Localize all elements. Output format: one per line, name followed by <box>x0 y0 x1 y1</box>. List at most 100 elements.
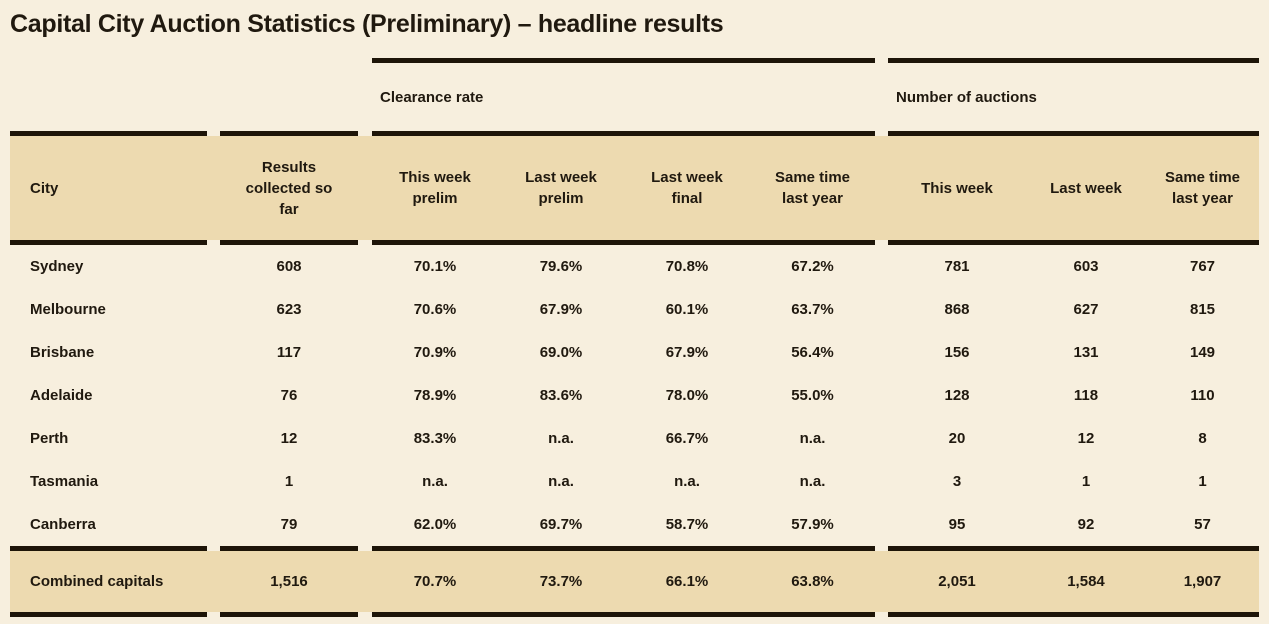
column-header-label: Last week prelim <box>525 169 597 207</box>
table-cell: n.a. <box>548 430 574 447</box>
table-cell: 623 <box>276 301 302 318</box>
table-cell: 79.6% <box>539 258 583 275</box>
table-cell: 781 <box>944 258 970 275</box>
page-title: Capital City Auction Statistics (Prelimi… <box>10 10 724 38</box>
table-cell: n.a. <box>548 473 574 490</box>
table-cell: 78.9% <box>413 387 457 404</box>
table-cell: 83.6% <box>539 387 583 404</box>
row-label-canberra: Canberra <box>30 516 96 533</box>
table-cell: 70.6% <box>413 301 457 318</box>
number-of-auctions-group-header: Number of auctions <box>896 88 1037 106</box>
table-cell: n.a. <box>674 473 700 490</box>
table-cell: 20 <box>948 430 966 447</box>
total-band <box>10 551 1259 612</box>
header-bottom-rule-results <box>220 240 358 245</box>
column-header-results-collected: Results collected so far <box>220 136 358 240</box>
table-cell: 12 <box>280 430 298 447</box>
table-cell: 608 <box>276 258 302 275</box>
column-header-label: This week <box>921 179 993 197</box>
total-bottom-rule-auctions <box>888 612 1259 617</box>
row-label-combined-capitals: Combined capitals <box>30 573 164 590</box>
row-label-melbourne: Melbourne <box>30 301 106 318</box>
table-cell: 70.1% <box>413 258 457 275</box>
table-cell: 63.7% <box>791 301 834 318</box>
table-cell: 76 <box>280 387 298 404</box>
row-label-tasmania: Tasmania <box>30 473 99 490</box>
table-cell: 118 <box>1073 387 1099 404</box>
table-cell: 57 <box>1194 516 1211 533</box>
column-header-last-week-auctions: Last week <box>1026 136 1146 240</box>
table-cell: 149 <box>1189 344 1216 361</box>
total-top-rule-results <box>220 546 358 551</box>
header-bottom-rule-clearance <box>372 240 875 245</box>
total-bottom-rule-results <box>220 612 358 617</box>
table-cell: 12 <box>1077 430 1095 447</box>
table-cell: 62.0% <box>413 516 457 533</box>
header-band <box>10 136 1259 240</box>
row-label-brisbane: Brisbane <box>30 344 95 361</box>
table-cell: 627 <box>1073 301 1099 318</box>
table-cell: 1,907 <box>1183 573 1222 590</box>
column-header-this-week-prelim: This week prelim <box>372 136 498 240</box>
table-cell: 73.7% <box>539 573 583 590</box>
table-cell: 83.3% <box>413 430 457 447</box>
table-cell: 1,584 <box>1067 573 1105 590</box>
column-header-label: Last week <box>1050 179 1122 197</box>
total-bottom-rule-clearance <box>372 612 875 617</box>
header-top-rule-clearance <box>372 131 875 136</box>
column-header-label: Same time last year <box>774 169 851 207</box>
table-cell: 57.9% <box>791 516 834 533</box>
table-cell: 1,516 <box>270 573 308 590</box>
table-cell: 815 <box>1189 301 1216 318</box>
table-cell: 78.0% <box>665 387 709 404</box>
table-cell: 69.7% <box>539 516 583 533</box>
column-header-this-week-auctions: This week <box>888 136 1026 240</box>
table-cell: 67.9% <box>539 301 583 318</box>
auction-table: Clearance rate Number of auctions City R… <box>10 58 1259 617</box>
clearance-group-rule <box>372 58 875 63</box>
column-header-label: Last week final <box>651 169 723 207</box>
table-cell: 67.9% <box>665 344 709 361</box>
column-header-city: City <box>30 179 59 197</box>
total-top-rule-clearance <box>372 546 875 551</box>
table-cell: 66.7% <box>665 430 709 447</box>
table-cell: 1 <box>1198 473 1207 490</box>
row-label-sydney: Sydney <box>30 258 84 275</box>
table-cell: 128 <box>944 387 970 404</box>
row-label-adelaide: Adelaide <box>30 387 93 404</box>
row-label-perth: Perth <box>30 430 69 447</box>
table-cell: 79 <box>280 516 298 533</box>
table-cell: 110 <box>1190 387 1215 404</box>
table-cell: 92 <box>1077 516 1095 533</box>
table-cell: 131 <box>1073 344 1099 361</box>
table-cell: 55.0% <box>791 387 834 404</box>
table-cell: 868 <box>944 301 970 318</box>
column-header-label: Same time last year <box>1164 169 1241 207</box>
table-cell: 2,051 <box>938 573 976 590</box>
column-header-last-week-prelim: Last week prelim <box>498 136 624 240</box>
table-cell: 603 <box>1073 258 1099 275</box>
total-top-rule-auctions <box>888 546 1259 551</box>
column-header-label: This week prelim <box>399 169 471 207</box>
table-cell: 3 <box>952 473 962 490</box>
table-cell: 56.4% <box>791 344 834 361</box>
header-top-rule-auctions <box>888 131 1259 136</box>
table-cell: 95 <box>948 516 966 533</box>
table-cell: 58.7% <box>665 516 709 533</box>
table-cell: n.a. <box>799 430 826 447</box>
header-bottom-rule-city <box>10 240 207 245</box>
table-cell: 70.7% <box>413 573 457 590</box>
total-bottom-rule-city <box>10 612 207 617</box>
table-cell: 1 <box>1081 473 1091 490</box>
table-cell: 767 <box>1189 258 1216 275</box>
header-top-rule-results <box>220 131 358 136</box>
table-cell: 70.9% <box>413 344 457 361</box>
table-cell: 117 <box>276 344 302 361</box>
column-header-same-time-last-year-auctions: Same time last year <box>1146 136 1259 240</box>
table-cell: 67.2% <box>791 258 834 275</box>
auctions-group-rule <box>888 58 1259 63</box>
table-cell: 60.1% <box>665 301 709 318</box>
header-bottom-rule-auctions <box>888 240 1259 245</box>
table-cell: n.a. <box>799 473 826 490</box>
